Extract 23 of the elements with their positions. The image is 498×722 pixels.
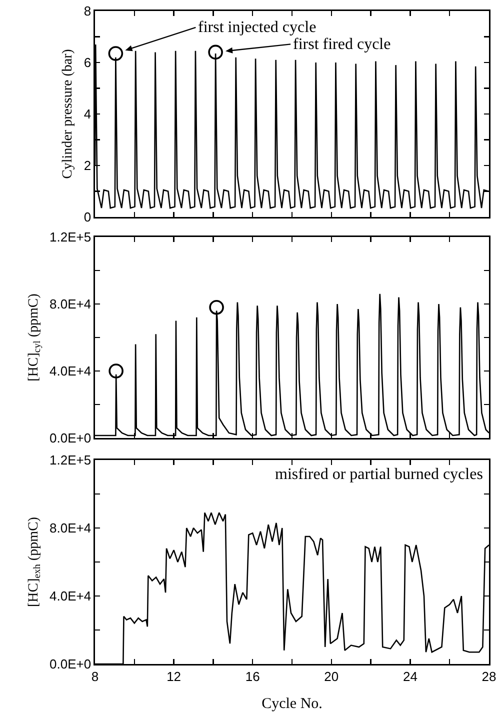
x-tick-label: 20 — [324, 668, 339, 684]
y-tick-label: 0.0E+0 — [50, 430, 92, 446]
y-axis-title: Cylinder pressure (bar) — [60, 48, 76, 179]
y-tick-label: 1.2E+5 — [50, 230, 92, 245]
y-tick-label: 4.0E+4 — [50, 364, 92, 379]
x-tick-label: 28 — [482, 668, 496, 684]
y-tick-label: 8 — [84, 4, 92, 19]
y-tick-label: 8.0E+4 — [50, 520, 92, 536]
x-tick-label: 12 — [166, 668, 182, 684]
y-tick-label: 4 — [84, 106, 92, 122]
y-tick-label: 4.0E+4 — [50, 588, 92, 604]
x-axis-title: Cycle No. — [262, 696, 322, 712]
x-tick-label: 24 — [402, 668, 418, 684]
y-tick-label: 1.2E+5 — [50, 452, 92, 468]
annotation: first injected cycle — [198, 19, 316, 36]
annotation: misfired or partial burned cycles — [275, 466, 483, 483]
x-tick-label: 16 — [245, 668, 260, 684]
y-tick-label: 0 — [84, 210, 92, 225]
y-tick-label: 6 — [84, 55, 92, 70]
y-tick-label: 0.0E+0 — [50, 656, 92, 672]
y-tick-label: 2 — [84, 158, 92, 174]
annotation: first fired cycle — [293, 36, 391, 53]
y-tick-label: 8.0E+4 — [50, 296, 92, 312]
